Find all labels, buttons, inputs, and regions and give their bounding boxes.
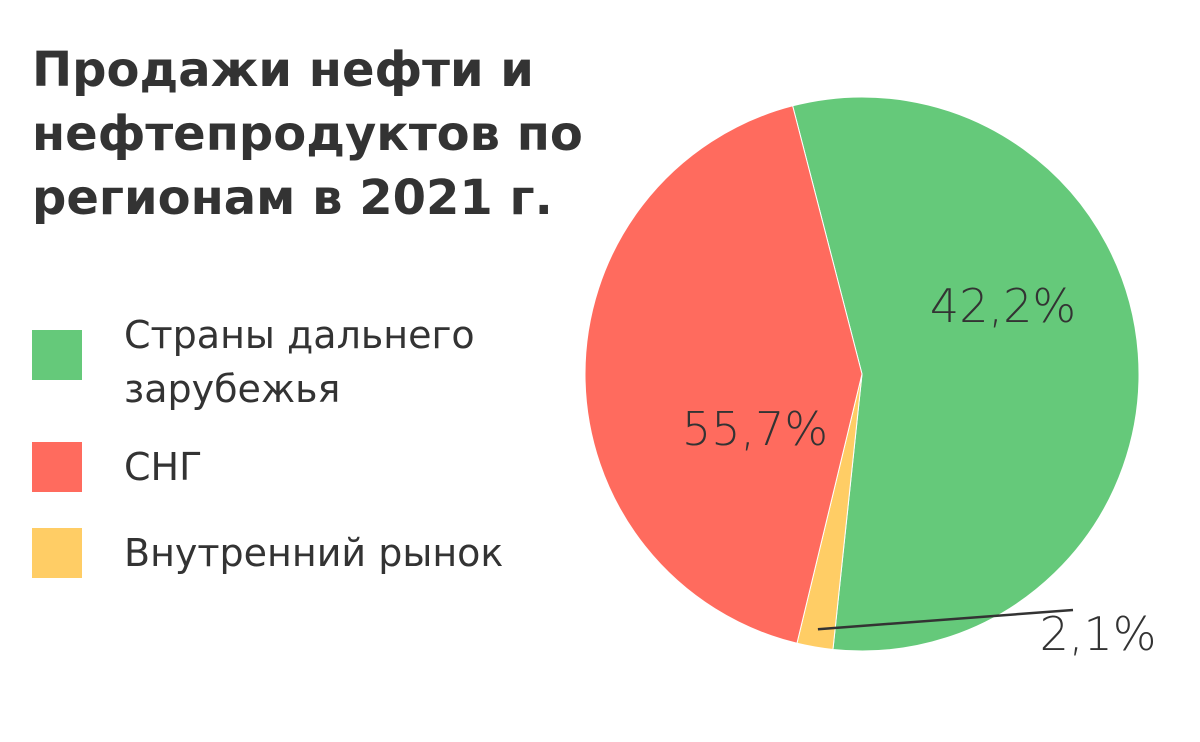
legend-swatch-cis [32, 442, 82, 492]
legend-label-far-abroad-line-1: Страны дальнего [124, 313, 475, 357]
legend-swatch-domestic [32, 528, 82, 578]
legend-label-far-abroad: Страны дальнего зарубежья [124, 308, 475, 416]
chart-title-line-2: нефтепродуктов по [32, 106, 583, 162]
legend-label-cis: СНГ [124, 440, 202, 494]
chart-title: Продажи нефти и нефтепродуктов по регион… [32, 38, 592, 230]
slice-label-domestic: 2,1% [1040, 607, 1157, 661]
legend-swatch-far-abroad [32, 330, 82, 380]
legend-label-far-abroad-line-2: зарубежья [124, 367, 341, 411]
legend-label-domestic: Внутренний рынок [124, 526, 503, 580]
legend-label-cis-line-1: СНГ [124, 445, 203, 489]
slice-far-abroad [792, 96, 1140, 652]
slice-label-cis: 42,2% [930, 279, 1076, 333]
slice-label-far-abroad: 55,7% [682, 402, 828, 456]
legend-label-domestic-line-1: Внутренний рынок [124, 531, 504, 575]
chart-title-line-3: регионам в 2021 г. [32, 170, 553, 226]
chart-title-line-1: Продажи нефти и [32, 42, 534, 98]
slice-cis [584, 105, 863, 644]
slice-leader-line-domestic [817, 608, 1074, 631]
